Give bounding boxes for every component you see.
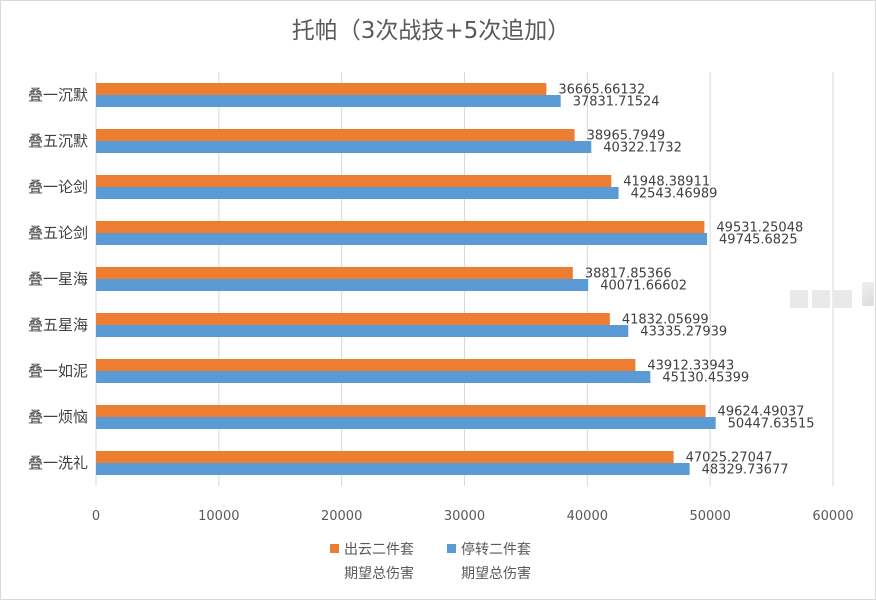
x-tick-label: 10000 (198, 509, 239, 524)
data-label-series-2: 40071.66602 (600, 279, 687, 294)
data-label-series-1: 49624.49037 (718, 405, 805, 420)
bar-series-2 (96, 371, 651, 383)
data-label-series-1: 41948.38911 (623, 175, 710, 190)
category-label: 叠一沉默 (28, 86, 88, 104)
bar-series-1 (96, 175, 612, 187)
data-label-series-1: 36665.66132 (558, 83, 645, 98)
legend-label-line1: 出云二件套 (344, 542, 414, 558)
category-label: 叠一烦恼 (28, 408, 88, 426)
data-label-series-1: 43912.33943 (647, 359, 734, 374)
bar-series-2 (96, 463, 690, 475)
data-label-series-1: 49531.25048 (716, 221, 803, 236)
data-label-series-2: 45130.45399 (662, 371, 749, 386)
bar-series-1 (96, 405, 706, 417)
legend-swatch-series-1 (330, 544, 339, 553)
legend-swatch-series-2 (447, 544, 456, 553)
data-label-series-2: 40322.1732 (603, 141, 682, 156)
data-label-series-2: 48329.73677 (702, 463, 789, 478)
data-label-series-2: 42543.46989 (631, 187, 718, 202)
x-tick-label: 60000 (812, 509, 853, 524)
placeholder-square (812, 290, 830, 308)
bar-series-2 (96, 279, 589, 291)
legend-label-line2: 期望总伤害 (344, 566, 414, 582)
data-label-series-2: 37831.71524 (573, 95, 660, 110)
bar-series-2 (96, 141, 592, 153)
legend-label-line2: 期望总伤害 (461, 566, 531, 582)
category-label: 叠五星海 (28, 316, 88, 334)
bar-series-1 (96, 359, 636, 371)
category-label: 叠五沉默 (28, 132, 88, 150)
placeholder-square (834, 290, 852, 308)
bar-series-1 (96, 221, 705, 233)
data-label-series-1: 41832.05699 (622, 313, 709, 328)
category-label: 叠一论剑 (28, 178, 88, 196)
bars (96, 83, 716, 475)
decorative-placeholder-squares (790, 288, 854, 310)
bar-series-1 (96, 267, 573, 279)
x-tick-label: 40000 (567, 509, 608, 524)
category-label: 叠五论剑 (28, 224, 88, 242)
x-tick-label: 0 (92, 509, 100, 524)
data-label-series-1: 47025.27047 (686, 451, 773, 466)
bar-series-2 (96, 95, 561, 107)
bar-series-1 (96, 313, 610, 325)
bar-series-2 (96, 325, 629, 337)
data-label-series-1: 38965.7949 (587, 129, 666, 144)
bar-series-1 (96, 83, 547, 95)
x-tick-label: 20000 (321, 509, 362, 524)
category-label: 叠一洗礼 (28, 454, 88, 472)
bar-series-2 (96, 417, 716, 429)
placeholder-square (790, 290, 808, 308)
data-label-series-2: 49745.6825 (719, 233, 798, 248)
x-tick-label: 30000 (444, 509, 485, 524)
category-label: 叠一星海 (28, 270, 88, 288)
bar-series-1 (96, 451, 674, 463)
brush-icon (862, 282, 874, 306)
data-label-series-2: 43335.27939 (640, 325, 727, 340)
legend-label-line1: 停转二件套 (461, 541, 531, 558)
bar-series-2 (96, 187, 619, 199)
x-tick-labels: 0 10000 20000 30000 40000 50000 60000 (92, 509, 854, 524)
bar-series-1 (96, 129, 575, 141)
data-label-series-1: 38817.85366 (585, 267, 672, 282)
bar-series-2 (96, 233, 708, 245)
category-label: 叠一如泥 (28, 362, 88, 380)
x-tick-label: 50000 (689, 509, 730, 524)
chart-title: 托帕（3次战技+5次追加） (292, 18, 571, 44)
data-label-series-2: 50447.63515 (728, 417, 815, 432)
